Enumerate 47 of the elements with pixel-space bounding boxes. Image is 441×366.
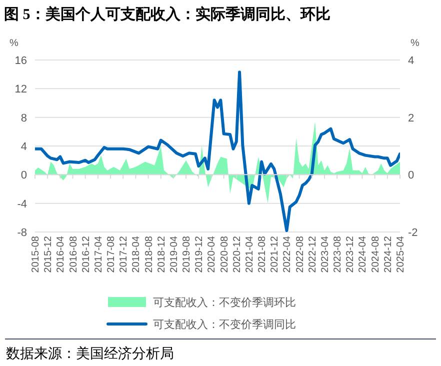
- y2-tick-label: -2: [408, 227, 418, 239]
- x-tick-label: 2023-08: [332, 236, 344, 273]
- y-axis-title: %: [10, 38, 19, 49]
- x-tick-label: 2024-12: [382, 236, 394, 273]
- x-tick-label: 2015-08: [30, 236, 42, 273]
- y-tick-label: -8: [17, 227, 27, 239]
- y-tick-label: 16: [14, 55, 27, 67]
- x-tick-label: 2017-08: [106, 236, 118, 273]
- x-tick-label: 2022-04: [282, 236, 294, 273]
- x-tick-label: 2020-12: [232, 236, 243, 273]
- x-tick-label: 2016-12: [80, 236, 92, 273]
- y-tick-label: 8: [20, 112, 27, 124]
- x-tick-label: 2022-12: [307, 236, 318, 273]
- y2-axis-title: %: [410, 38, 420, 49]
- x-tick-label: 2022-08: [294, 236, 306, 273]
- x-tick-label: 2017-04: [93, 236, 104, 273]
- x-tick-label: 2017-12: [118, 236, 130, 273]
- x-tick-label: 2024-04: [358, 236, 369, 273]
- x-tick-label: 2021-04: [244, 236, 256, 273]
- x-tick-label: 2023-04: [320, 236, 331, 273]
- x-tick-label: 2021-08: [257, 236, 268, 273]
- x-tick-label: 2018-12: [156, 236, 168, 273]
- x-tick-label: 2020-08: [219, 236, 230, 273]
- x-tick-label: 2019-04: [168, 236, 180, 273]
- x-tick-label: 2016-08: [68, 236, 80, 273]
- y-tick-label: -4: [17, 198, 27, 210]
- x-tick-label: 2018-04: [131, 236, 142, 273]
- x-tick-label: 2024-08: [370, 236, 382, 273]
- x-tick-label: 2020-04: [206, 236, 218, 273]
- legend-label: 可支配收入：不变价季调环比: [153, 296, 296, 309]
- y2-tick-label: 2: [408, 112, 414, 124]
- y2-tick-label: 4: [408, 55, 414, 67]
- source-note: 数据来源：美国经济分析局: [6, 346, 174, 362]
- x-tick-label: 2015-12: [43, 236, 54, 273]
- y2-tick-label: 0: [408, 170, 414, 182]
- y-tick-label: 4: [20, 141, 27, 153]
- x-tick-label: 2021-12: [270, 236, 281, 273]
- x-tick-label: 2019-12: [194, 236, 206, 273]
- x-tick-label: 2025-04: [396, 236, 406, 273]
- y-tick-label: 12: [14, 84, 27, 96]
- x-tick-label: 2019-08: [182, 236, 193, 273]
- x-tick-label: 2018-08: [144, 236, 155, 273]
- legend-label: 可支配收入：不变价季调同比: [153, 318, 296, 331]
- x-tick-label: 2023-12: [345, 236, 356, 273]
- chart-title: 图 5：美国个人可支配收入：实际季调同比、环比: [4, 5, 330, 23]
- x-tick-label: 2016-04: [56, 236, 67, 273]
- y-tick-label: 0: [20, 170, 27, 182]
